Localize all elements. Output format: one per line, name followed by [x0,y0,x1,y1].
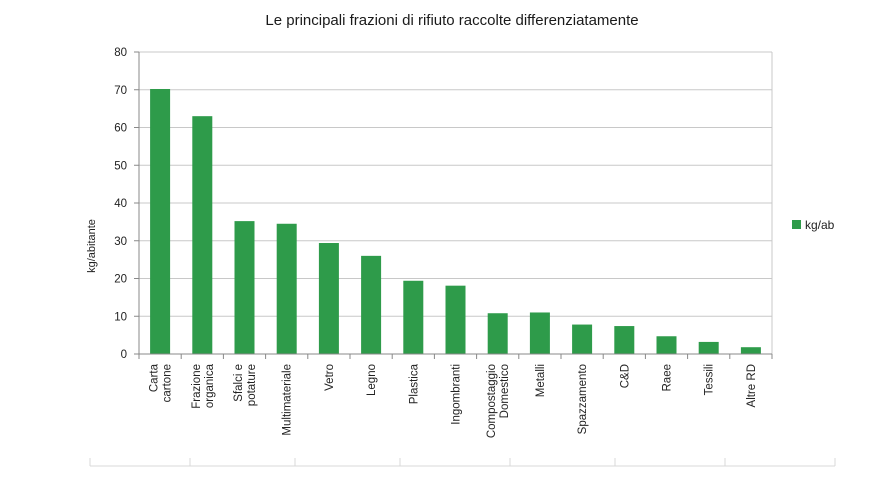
bar [614,326,635,354]
legend-swatch [792,220,801,229]
x-category-label: Multimateriale [282,364,294,436]
bar [487,313,508,354]
bar [192,116,213,354]
y-axis-label: kg/abitante [86,219,98,273]
bar [529,312,550,354]
y-tick-label: 50 [114,160,127,172]
bar [740,347,761,354]
x-category-label: Carta [149,363,161,392]
y-tick-label: 30 [114,236,127,248]
y-tick-label: 60 [114,123,127,135]
x-category-label: Raee [662,364,674,392]
bar [572,324,593,354]
x-category-labels: Carta cartone Frazione organica Sfalci e pota… [149,363,758,438]
x-category-label: Sfalci e [233,364,245,402]
x-category-label: Ingombranti [451,364,463,425]
y-tick-label: 80 [114,47,127,59]
bar [361,255,382,354]
x-category-label: cartone [162,364,174,402]
y-tick-label: 40 [114,198,127,210]
x-category-label: C&D [619,364,631,388]
bars-layer [150,88,761,355]
x-category-label: Altre RD [746,364,758,407]
bar [698,341,719,354]
axis-layer [134,51,773,359]
x-category-label: Frazione [191,364,203,409]
bar [234,221,255,354]
x-category-label: potature [246,364,258,406]
bottom-rule [89,458,836,467]
bar [276,223,297,354]
x-category-label: Spazzamento [577,364,589,434]
chart-title: Le principali frazioni di rifiuto raccol… [265,12,638,29]
bar [150,88,171,355]
x-category-label: Legno [366,364,378,396]
y-tick-label: 0 [121,349,127,361]
x-category-label: Tessili [704,364,716,395]
y-tick-label: 20 [114,274,127,286]
x-category-label: Domestico [499,364,511,418]
bar [403,280,424,354]
y-tick-labels: 0 10 20 30 40 50 60 70 80 [114,47,127,361]
x-category-label: organica [204,363,216,408]
y-tick-label: 70 [114,85,127,97]
bar [445,285,466,354]
legend: kg/ab [792,218,835,232]
x-category-label: Metalli [535,364,547,397]
x-category-label: Vetro [324,364,336,391]
x-category-label: Compostaggio [486,364,498,438]
bar [656,336,677,354]
y-tick-label: 10 [114,311,127,323]
x-category-label: Plastica [408,363,420,404]
legend-label: kg/ab [805,218,835,232]
bar [318,243,339,354]
